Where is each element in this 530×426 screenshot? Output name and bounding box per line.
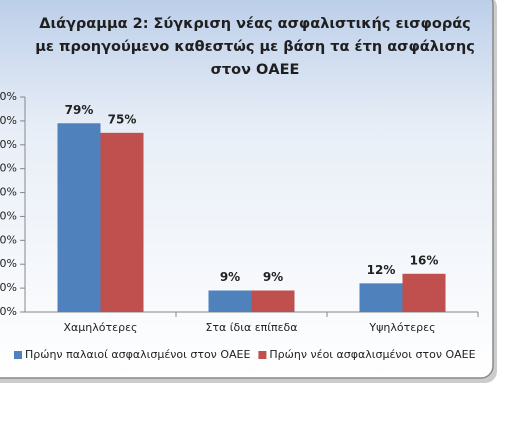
y-tick-label: 0% xyxy=(0,305,17,318)
y-tick-label: 50% xyxy=(0,186,17,199)
bar xyxy=(359,283,403,312)
bar xyxy=(251,290,295,312)
y-tick-label: 90% xyxy=(0,90,17,103)
legend-swatch xyxy=(258,351,267,359)
bar xyxy=(57,123,101,313)
bar xyxy=(402,273,446,312)
x-tick-label: Υψηλότερες xyxy=(368,321,435,334)
title-line: με προηγούμενο καθεστώς με βάση τα έτη α… xyxy=(35,39,475,55)
y-tick-label: 60% xyxy=(0,162,17,175)
value-label: 79% xyxy=(65,103,94,117)
legend-label: Πρώην παλαιοί ασφαλισμένοι στον ΟΑΕΕ xyxy=(25,348,250,361)
bar xyxy=(100,132,144,312)
y-tick-label: 40% xyxy=(0,209,17,222)
x-tick-label: Χαμηλότερες xyxy=(64,321,138,334)
y-tick-label: 20% xyxy=(0,257,17,270)
title-line: Διάγραμμα 2: Σύγκριση νέας ασφαλιστικής … xyxy=(39,16,471,32)
value-label: 9% xyxy=(263,270,283,284)
value-label: 16% xyxy=(410,253,439,267)
y-tick-label: 10% xyxy=(0,281,17,294)
x-tick-label: Στα ίδια επίπεδα xyxy=(205,321,297,334)
value-label: 9% xyxy=(220,270,240,284)
legend-label: Πρώην νέοι ασφαλισμένοι στον ΟΑΕΕ xyxy=(269,348,475,361)
bar xyxy=(208,290,252,312)
chart-title: Διάγραμμα 2: Σύγκριση νέας ασφαλιστικής … xyxy=(35,16,475,78)
y-tick-label: 70% xyxy=(0,138,17,151)
y-tick-label: 80% xyxy=(0,114,17,127)
value-label: 75% xyxy=(108,112,137,126)
title-line: στον ΟΑΕΕ xyxy=(211,62,300,78)
y-tick-label: 30% xyxy=(0,233,17,246)
legend-swatch xyxy=(14,351,22,359)
value-label: 12% xyxy=(367,263,396,277)
